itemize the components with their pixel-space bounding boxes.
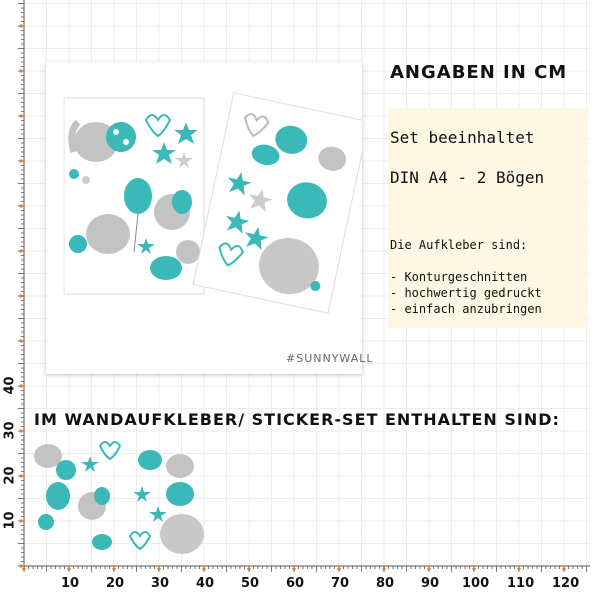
x-tick-label: 80: [376, 576, 395, 591]
sticker-sheet-1: [63, 97, 205, 295]
info-box: [388, 108, 588, 328]
x-tick-label: 100: [462, 576, 490, 591]
set-heading: IM WANDAUFKLEBER/ STICKER-SET ENTHALTEN …: [34, 410, 560, 429]
sticker-size-preview: [34, 441, 204, 554]
product-card: #SUNNYWALL: [46, 62, 372, 374]
x-tick-label: 90: [421, 576, 440, 591]
x-tick-label: 20: [106, 576, 125, 591]
x-tick-label: 70: [331, 576, 350, 591]
page-title: ANGABEN IN CM: [390, 62, 568, 83]
y-tick-label: 40: [2, 376, 18, 395]
x-tick-label: 10: [61, 576, 80, 591]
feature-item: - einfach anzubringen: [390, 302, 542, 316]
sticker-sheets-image: [63, 92, 370, 314]
din-label: DIN A4 - 2 Bögen: [390, 168, 545, 187]
x-tick-label: 40: [196, 576, 215, 591]
y-tick-label: 20: [2, 466, 18, 485]
y-tick-label: 10: [2, 511, 18, 530]
brand-logo: #SUNNYWALL: [286, 352, 374, 365]
stickers-heading: Die Aufkleber sind:: [390, 238, 528, 252]
y-tick-label: 30: [2, 421, 18, 440]
x-tick-label: 30: [151, 576, 170, 591]
x-tick-label: 110: [507, 576, 535, 591]
sticker-sheet-2: [192, 92, 370, 314]
feature-item: - hochwertig gedruckt: [390, 286, 542, 300]
feature-item: - Konturgeschnitten: [390, 270, 528, 284]
x-tick-label: 120: [552, 576, 580, 591]
x-tick-label: 60: [286, 576, 305, 591]
x-tick-label: 50: [241, 576, 260, 591]
set-label: Set beeinhaltet: [390, 128, 535, 147]
